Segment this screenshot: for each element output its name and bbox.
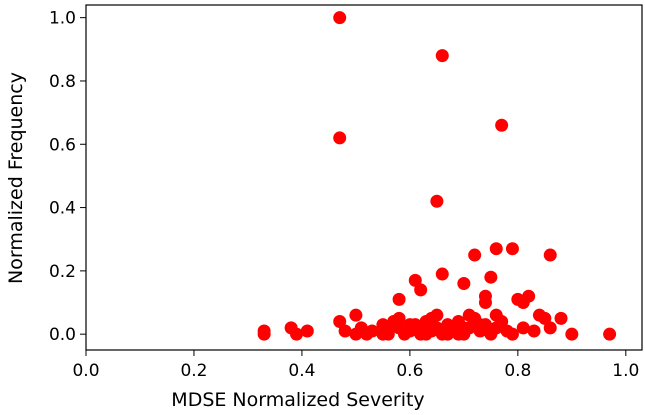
y-axis-label: Normalized Frequency [5, 72, 27, 284]
data-point [441, 327, 455, 341]
data-point [484, 270, 498, 284]
data-point [527, 324, 541, 338]
data-point [516, 321, 530, 335]
data-point [424, 311, 438, 325]
y-tick-label: 0.0 [49, 325, 76, 345]
x-tick-label: 1.0 [612, 361, 639, 381]
data-point [333, 11, 347, 25]
data-point [414, 283, 428, 297]
x-tick-label: 0.0 [72, 361, 99, 381]
data-point [333, 315, 347, 329]
data-point [478, 289, 492, 303]
y-tick-label: 1.0 [49, 9, 76, 29]
data-point [435, 49, 449, 63]
data-point [522, 289, 536, 303]
data-point [468, 248, 482, 262]
data-point [489, 242, 503, 256]
x-axis-ticks: 0.0 0.2 0.4 0.6 0.8 1.0 [72, 350, 639, 381]
data-point [290, 327, 304, 341]
data-point [257, 324, 271, 338]
data-point [457, 321, 471, 335]
x-axis-label: MDSE Normalized Severity [171, 389, 424, 411]
data-point [543, 248, 557, 262]
data-point [365, 324, 379, 338]
data-point [333, 131, 347, 145]
data-point [338, 324, 352, 338]
data-point [300, 324, 314, 338]
data-point [419, 327, 433, 341]
x-tick-label: 0.4 [288, 361, 315, 381]
data-point [462, 308, 476, 322]
y-tick-label: 0.4 [49, 199, 76, 219]
plot-frame [85, 4, 643, 351]
y-tick-label: 0.8 [49, 72, 76, 92]
data-point [408, 273, 422, 287]
data-point [349, 308, 363, 322]
data-point [435, 267, 449, 281]
data-point [381, 321, 395, 335]
data-point [489, 308, 503, 322]
x-tick-label: 0.6 [396, 361, 423, 381]
data-point [403, 318, 417, 332]
y-axis-ticks: 0.0 0.2 0.4 0.6 0.8 1.0 [49, 9, 86, 345]
data-point [495, 118, 509, 132]
data-point [554, 311, 568, 325]
y-tick-label: 0.2 [49, 262, 76, 282]
x-tick-label: 0.2 [180, 361, 207, 381]
data-point [505, 242, 519, 256]
y-tick-label: 0.6 [49, 135, 76, 155]
data-point [538, 311, 552, 325]
data-point [430, 194, 444, 208]
data-point [543, 321, 557, 335]
data-point [457, 277, 471, 291]
data-point [565, 327, 579, 341]
data-point [392, 292, 406, 306]
data-point [505, 327, 519, 341]
x-tick-label: 0.8 [504, 361, 531, 381]
data-point [473, 318, 487, 332]
data-points [257, 11, 617, 341]
data-point [603, 327, 617, 341]
data-point [392, 311, 406, 325]
